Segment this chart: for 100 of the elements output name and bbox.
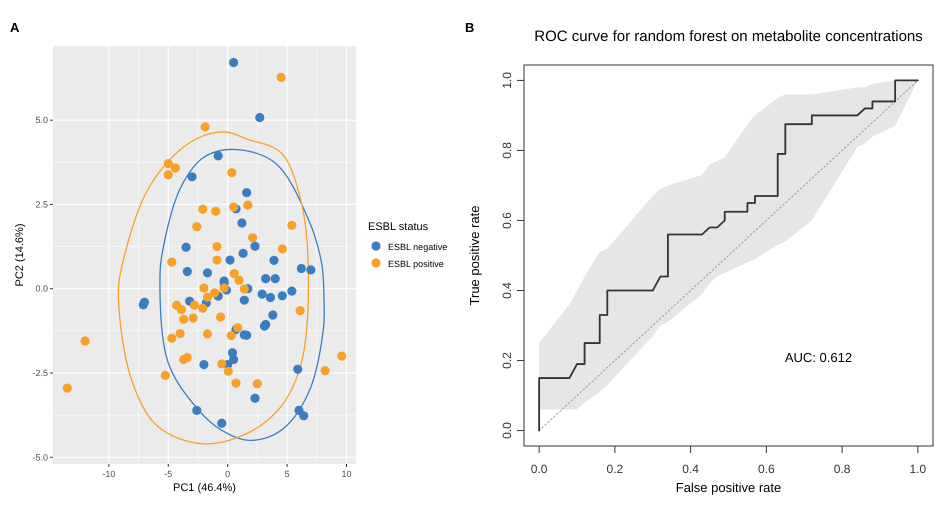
point bbox=[202, 292, 212, 302]
point bbox=[190, 300, 199, 310]
y-tick-label: 0.8 bbox=[500, 142, 514, 159]
point bbox=[278, 244, 287, 254]
annotation: AUC: 0.612 bbox=[784, 350, 852, 366]
chart-title: ROC curve for random forest on metabolite concentrations bbox=[534, 28, 923, 45]
point bbox=[62, 384, 72, 393]
y-tick-label: 0.2 bbox=[500, 352, 514, 369]
point bbox=[240, 296, 249, 305]
point bbox=[278, 291, 287, 300]
point bbox=[296, 264, 306, 274]
point bbox=[229, 202, 238, 212]
point bbox=[237, 218, 247, 228]
point bbox=[242, 188, 252, 198]
x-tick-label: 0.8 bbox=[834, 462, 851, 476]
point bbox=[187, 172, 197, 182]
text: B bbox=[465, 20, 474, 35]
point bbox=[170, 163, 180, 173]
point bbox=[210, 288, 220, 298]
legend-label: ESBL negative bbox=[388, 242, 448, 252]
point bbox=[240, 284, 249, 294]
point bbox=[217, 418, 226, 428]
point bbox=[211, 206, 220, 216]
y-tick-label: 0.0 bbox=[35, 284, 48, 294]
point bbox=[266, 292, 276, 302]
point bbox=[234, 276, 244, 285]
y-tick-label: -2.5 bbox=[32, 368, 48, 378]
y-tick-label: 0.4 bbox=[500, 282, 514, 299]
point bbox=[200, 122, 210, 132]
y-axis-title: PC2 (14.6%) bbox=[14, 224, 26, 286]
point bbox=[252, 379, 262, 388]
point bbox=[258, 290, 267, 299]
x-tick-label: 0 bbox=[225, 469, 230, 479]
y-tick-label: 5.0 bbox=[35, 115, 48, 126]
x-axis-title: PC1 (46.4%) bbox=[173, 482, 236, 494]
y-tick-label: 1.0 bbox=[500, 72, 514, 89]
point bbox=[248, 233, 258, 242]
point bbox=[231, 378, 241, 388]
point bbox=[229, 58, 238, 68]
legend-title: ESBL status bbox=[368, 221, 429, 233]
point bbox=[167, 334, 176, 343]
point bbox=[220, 283, 229, 293]
point bbox=[217, 359, 226, 368]
point bbox=[164, 159, 173, 168]
x-tick-label: 0.2 bbox=[606, 462, 624, 476]
point bbox=[160, 370, 170, 380]
point bbox=[287, 220, 296, 230]
x-tick-label: -10 bbox=[102, 469, 116, 479]
x-axis-title: False positive rate bbox=[676, 480, 782, 495]
y-axis-title: True positive rate bbox=[467, 206, 482, 306]
point bbox=[229, 354, 238, 364]
point bbox=[80, 336, 90, 346]
point bbox=[293, 364, 302, 374]
legend-label: ESBL positive bbox=[388, 259, 444, 269]
point bbox=[306, 265, 316, 274]
point bbox=[214, 151, 223, 160]
point bbox=[255, 112, 264, 122]
x-tick-label: 5 bbox=[284, 469, 290, 479]
x-tick-label: 10 bbox=[341, 469, 352, 479]
point bbox=[216, 312, 226, 322]
point bbox=[270, 274, 280, 284]
point bbox=[299, 411, 308, 420]
point bbox=[225, 255, 235, 265]
point bbox=[198, 204, 208, 214]
point bbox=[320, 366, 330, 376]
point bbox=[182, 352, 192, 362]
y-tick-label: -5.0 bbox=[32, 452, 48, 462]
point bbox=[202, 268, 212, 278]
point bbox=[192, 222, 202, 232]
point bbox=[287, 286, 296, 296]
point bbox=[176, 328, 185, 338]
point bbox=[176, 305, 186, 314]
x-tick-label: -5 bbox=[164, 469, 172, 479]
point bbox=[192, 406, 202, 415]
point bbox=[268, 310, 278, 320]
text: A bbox=[10, 20, 20, 35]
point bbox=[243, 200, 252, 210]
point bbox=[182, 266, 192, 276]
point bbox=[212, 255, 222, 265]
point bbox=[227, 168, 236, 178]
point bbox=[250, 242, 260, 251]
x-tick-label: 1.0 bbox=[910, 462, 927, 476]
point bbox=[199, 360, 209, 370]
point bbox=[250, 394, 260, 403]
point bbox=[296, 306, 305, 316]
point bbox=[188, 313, 198, 323]
point bbox=[167, 257, 176, 267]
point bbox=[276, 72, 286, 82]
point bbox=[226, 330, 236, 340]
point bbox=[198, 304, 208, 313]
y-tick-label: 0.0 bbox=[500, 422, 514, 439]
point bbox=[140, 298, 150, 307]
point bbox=[269, 256, 279, 265]
point bbox=[230, 268, 239, 278]
point bbox=[212, 242, 222, 252]
y-tick-label: 0.6 bbox=[500, 212, 514, 229]
y-tick-label: 2.5 bbox=[35, 199, 48, 210]
x-tick-label: 0.4 bbox=[682, 462, 700, 476]
point bbox=[261, 274, 270, 284]
point bbox=[238, 248, 248, 258]
